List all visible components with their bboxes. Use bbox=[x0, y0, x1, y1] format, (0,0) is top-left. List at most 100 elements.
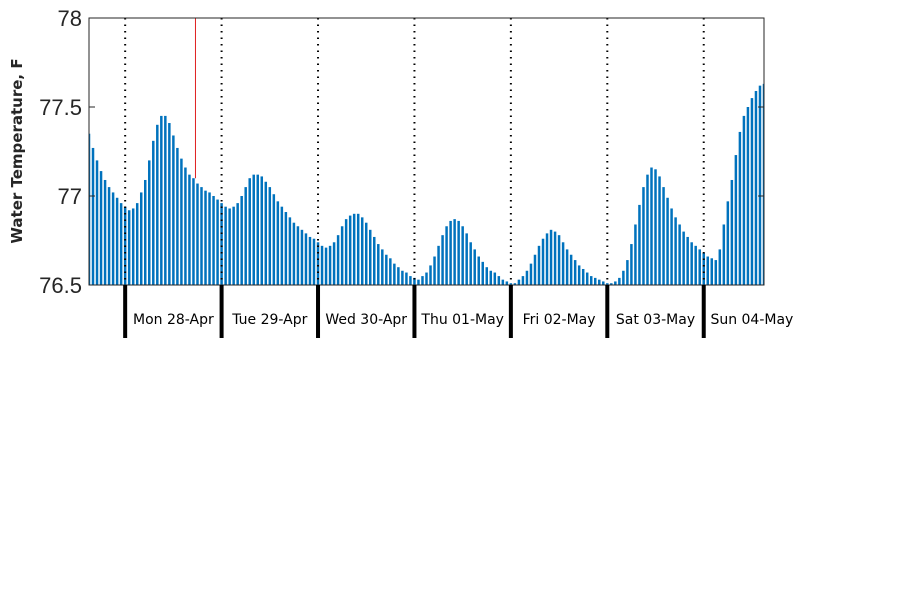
temperature-bar bbox=[541, 238, 545, 285]
day-label: Thu 01-May bbox=[420, 312, 504, 328]
day-label: Sat 03-May bbox=[616, 312, 695, 328]
temperature-bar bbox=[533, 254, 537, 285]
temperature-bar bbox=[212, 196, 215, 285]
temperature-bar bbox=[622, 270, 625, 285]
temperature-bar bbox=[730, 179, 734, 285]
temperature-bar bbox=[91, 147, 95, 285]
temperature-bar bbox=[240, 196, 243, 285]
temperature-bar bbox=[135, 203, 139, 285]
temperature-bar bbox=[176, 147, 179, 285]
temperature-bar bbox=[115, 197, 119, 285]
temperature-bar bbox=[344, 219, 348, 285]
temperature-bar bbox=[131, 208, 135, 285]
temperature-bar bbox=[505, 281, 509, 285]
temperature-bar bbox=[513, 283, 517, 285]
temperature-bar bbox=[264, 181, 268, 285]
temperature-bar bbox=[232, 206, 235, 285]
temperature-bar bbox=[401, 270, 404, 285]
temperature-bar bbox=[425, 272, 428, 285]
day-gridlines bbox=[124, 18, 705, 285]
temperature-bar bbox=[304, 233, 308, 285]
temperature-bar bbox=[569, 254, 573, 285]
temperature-bar bbox=[762, 83, 764, 285]
temperature-bar bbox=[228, 208, 231, 285]
temperature-bar bbox=[758, 85, 762, 285]
temperature-bar bbox=[429, 265, 432, 285]
temperature-bar bbox=[465, 233, 468, 285]
temperature-bar bbox=[642, 187, 645, 285]
temperature-bar bbox=[445, 226, 448, 285]
temperature-bar bbox=[670, 208, 673, 285]
temperature-bar bbox=[517, 279, 521, 285]
temperature-bar bbox=[156, 124, 159, 285]
temperature-bar bbox=[208, 192, 211, 285]
temperature-bar bbox=[288, 217, 292, 285]
temperature-bar bbox=[698, 249, 701, 285]
temperature-bar bbox=[409, 276, 412, 285]
temperature-bar bbox=[469, 242, 472, 285]
temperature-bar bbox=[650, 167, 653, 285]
temperature-bar bbox=[694, 245, 697, 285]
temperature-bar bbox=[336, 235, 340, 285]
temperature-bar bbox=[292, 222, 296, 285]
temperature-bar bbox=[417, 279, 420, 285]
temperature-bar bbox=[328, 245, 332, 285]
temperature-bar bbox=[461, 226, 464, 285]
temperature-bar bbox=[377, 244, 380, 285]
temperature-bar bbox=[493, 272, 497, 285]
temperature-bar bbox=[477, 256, 480, 285]
temperature-bar bbox=[236, 203, 239, 285]
temperature-bar bbox=[192, 178, 195, 285]
day-label: Mon 28-Apr bbox=[133, 312, 214, 328]
temperature-bar bbox=[256, 174, 259, 285]
temperature-bar bbox=[196, 183, 199, 285]
temperature-bar bbox=[244, 187, 247, 285]
temperature-bar bbox=[473, 249, 476, 285]
temperature-bar bbox=[525, 270, 529, 285]
temperature-bar bbox=[340, 226, 344, 285]
temperature-bar bbox=[393, 263, 396, 285]
temperature-bar bbox=[119, 203, 123, 285]
temperature-bar bbox=[224, 206, 227, 285]
temperature-bar bbox=[200, 187, 203, 285]
temperature-bar bbox=[738, 131, 742, 285]
temperature-bar bbox=[184, 167, 187, 285]
temperature-bar bbox=[348, 215, 352, 285]
day-label: Wed 30-Apr bbox=[325, 312, 407, 328]
temperature-bar bbox=[397, 267, 400, 285]
temperature-bar bbox=[589, 276, 593, 285]
temperature-bar bbox=[99, 171, 103, 285]
temperature-bar bbox=[300, 229, 304, 285]
temperature-bar bbox=[686, 236, 689, 285]
temperature-bar bbox=[421, 276, 424, 285]
temperature-bar bbox=[754, 90, 758, 285]
temperature-bar bbox=[188, 174, 191, 285]
temperature-bar bbox=[662, 187, 665, 285]
temperature-bar bbox=[549, 229, 553, 285]
temperature-bar bbox=[598, 279, 601, 285]
temperature-bar bbox=[497, 276, 501, 285]
temperature-bar bbox=[594, 277, 597, 285]
temperature-bar bbox=[296, 226, 300, 285]
temperature-bar bbox=[360, 217, 364, 285]
temperature-bar bbox=[706, 256, 709, 285]
temperature-bar bbox=[405, 272, 408, 285]
temperature-bar bbox=[710, 258, 714, 285]
temperature-bar bbox=[252, 174, 255, 285]
temperature-bar bbox=[630, 244, 633, 285]
temperature-bar bbox=[103, 179, 107, 285]
temperature-bar bbox=[89, 133, 91, 285]
day-label: Tue 29-Apr bbox=[231, 312, 307, 328]
temperature-bar bbox=[646, 174, 649, 285]
temperature-bar bbox=[352, 213, 356, 285]
temperature-bar bbox=[638, 204, 641, 285]
temperature-bar bbox=[501, 279, 505, 285]
temperature-bar bbox=[373, 236, 376, 285]
temperature-bar bbox=[678, 224, 681, 285]
temperature-bar bbox=[260, 176, 264, 285]
temperature-bar bbox=[734, 155, 738, 285]
temperature-bar bbox=[690, 242, 693, 285]
temperature-bar bbox=[364, 222, 368, 285]
temperature-bar bbox=[718, 249, 722, 285]
